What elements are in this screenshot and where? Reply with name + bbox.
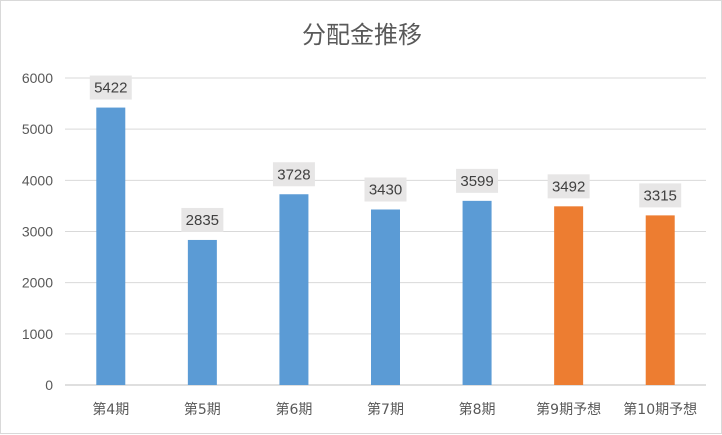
bar <box>462 200 492 385</box>
data-label-background <box>456 168 499 193</box>
data-label-background <box>89 75 132 100</box>
bar <box>554 206 584 385</box>
y-axis-ticks: 0 1000 2000 3000 4000 5000 6000 <box>22 70 53 393</box>
data-label-background <box>547 174 590 199</box>
x-tick-label: 第4期 <box>92 401 129 418</box>
data-label: 3599 <box>460 173 493 190</box>
bar <box>187 239 217 385</box>
x-tick-label: 第8期 <box>459 401 496 418</box>
x-tick-label: 第5期 <box>184 401 221 418</box>
bars <box>96 107 675 385</box>
data-label-background <box>639 183 682 208</box>
data-label: 3728 <box>277 166 310 183</box>
y-tick-label: 6000 <box>22 70 53 86</box>
x-axis-ticks: 第4期 第5期 第6期 第7期 第8期 第9期予想 第10期予想 <box>92 401 697 418</box>
y-tick-label: 3000 <box>22 224 53 240</box>
x-tick-label: 第10期予想 <box>623 401 697 418</box>
data-label-background <box>364 177 407 202</box>
y-tick-label: 0 <box>45 377 53 393</box>
data-label-background <box>181 207 224 232</box>
y-tick-label: 4000 <box>22 172 53 188</box>
data-labels: 5422 2835 3728 3430 3599 3492 3315 <box>89 75 682 232</box>
x-tick-label: 第6期 <box>275 401 312 418</box>
bar <box>371 209 400 385</box>
data-label: 3492 <box>552 178 585 195</box>
x-tick-label: 第7期 <box>367 401 404 418</box>
bar <box>279 194 309 385</box>
chart-title: 分配金推移 <box>302 21 422 49</box>
y-tick-label: 1000 <box>22 326 53 342</box>
y-tick-label: 2000 <box>22 275 53 291</box>
data-label: 5422 <box>94 80 127 97</box>
data-label: 3430 <box>369 181 402 198</box>
data-label: 3315 <box>644 187 677 204</box>
x-tick-label: 第9期予想 <box>536 401 601 418</box>
data-label: 2835 <box>186 212 219 229</box>
bar <box>645 215 675 385</box>
bar <box>96 107 126 385</box>
data-label-background <box>272 162 315 187</box>
y-tick-label: 5000 <box>22 121 53 137</box>
